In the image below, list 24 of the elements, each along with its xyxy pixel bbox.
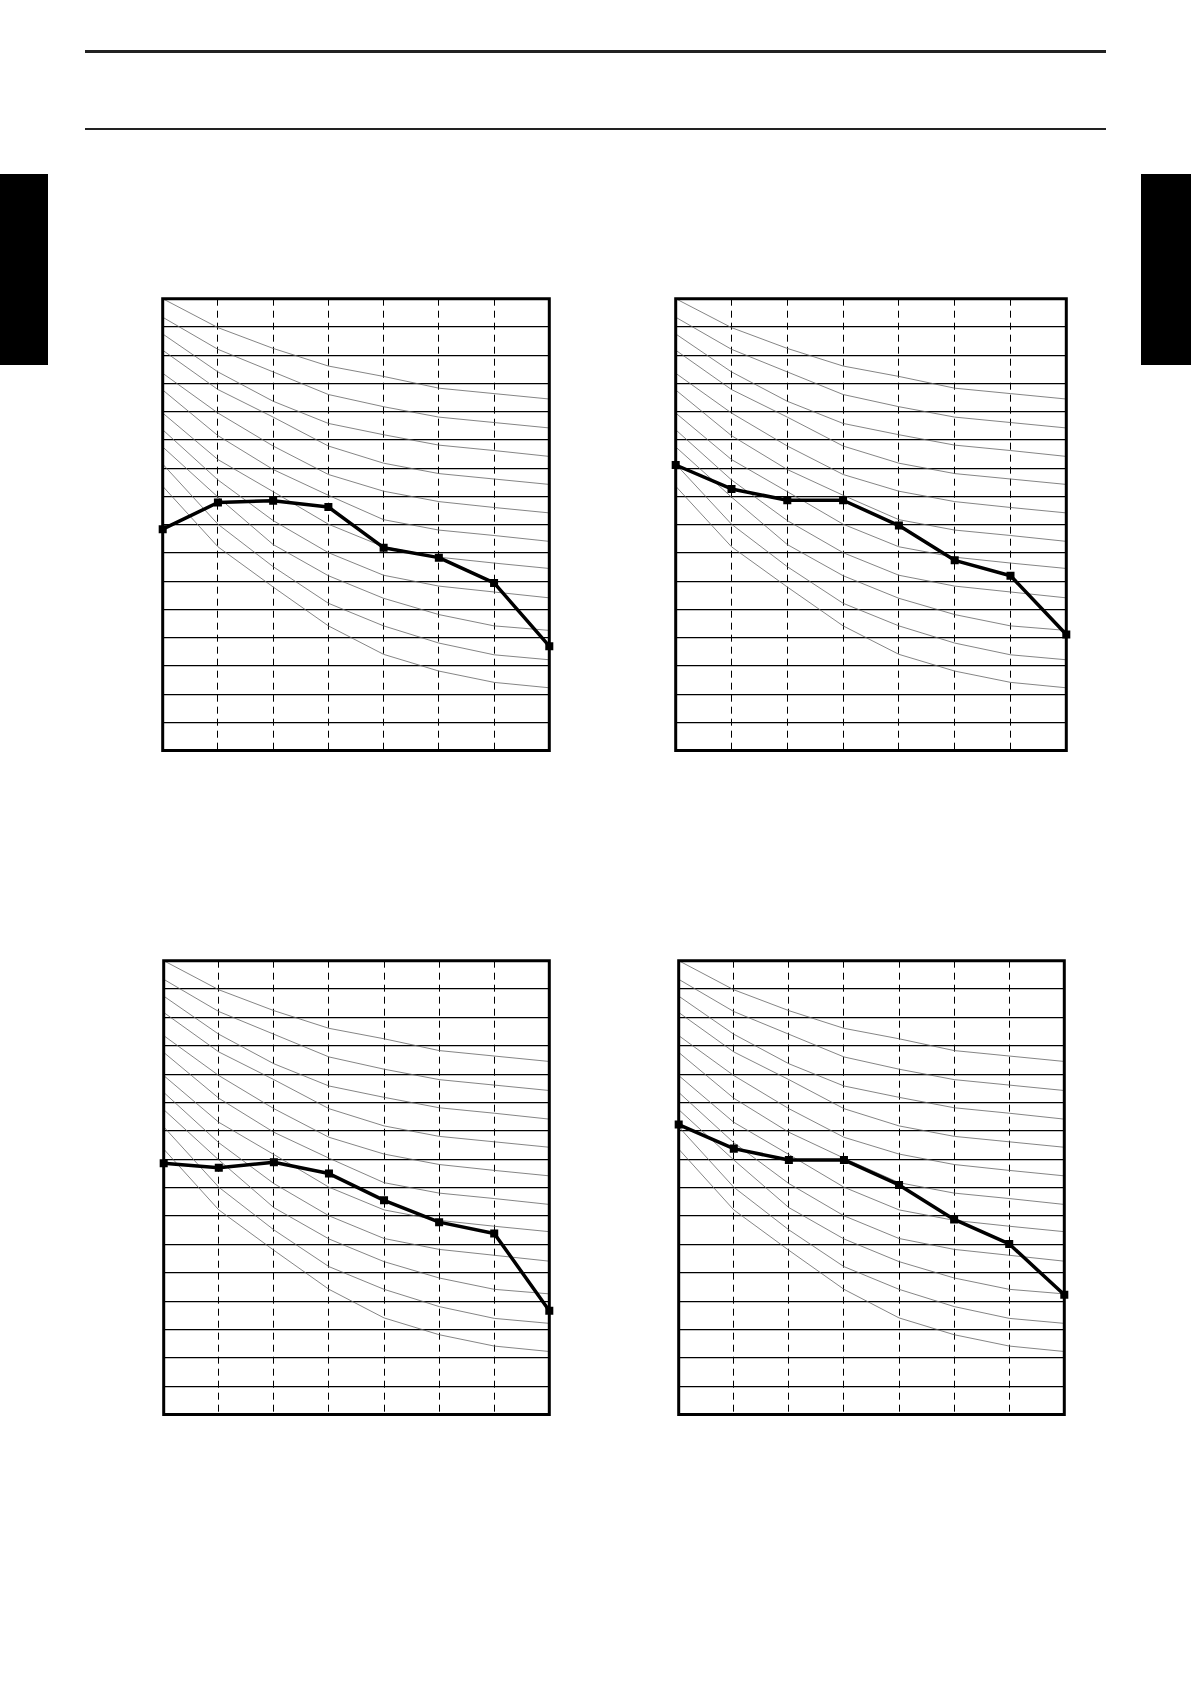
point (379, 543, 388, 552)
point (727, 484, 736, 493)
point (1005, 1239, 1014, 1248)
point (380, 1196, 389, 1205)
point (895, 1180, 904, 1189)
point (1006, 571, 1015, 580)
point (213, 498, 222, 507)
point (784, 1155, 793, 1164)
point (783, 496, 792, 505)
point (324, 1169, 333, 1178)
point (839, 1155, 848, 1164)
point (324, 503, 333, 512)
point (839, 496, 848, 505)
point (269, 496, 278, 505)
point (435, 1218, 444, 1227)
point (950, 1215, 959, 1224)
point (434, 553, 443, 562)
point (894, 521, 903, 530)
point (950, 556, 959, 565)
point (214, 1163, 223, 1172)
point (269, 1158, 278, 1167)
point (490, 578, 499, 587)
point (490, 1229, 499, 1238)
point (729, 1144, 738, 1153)
